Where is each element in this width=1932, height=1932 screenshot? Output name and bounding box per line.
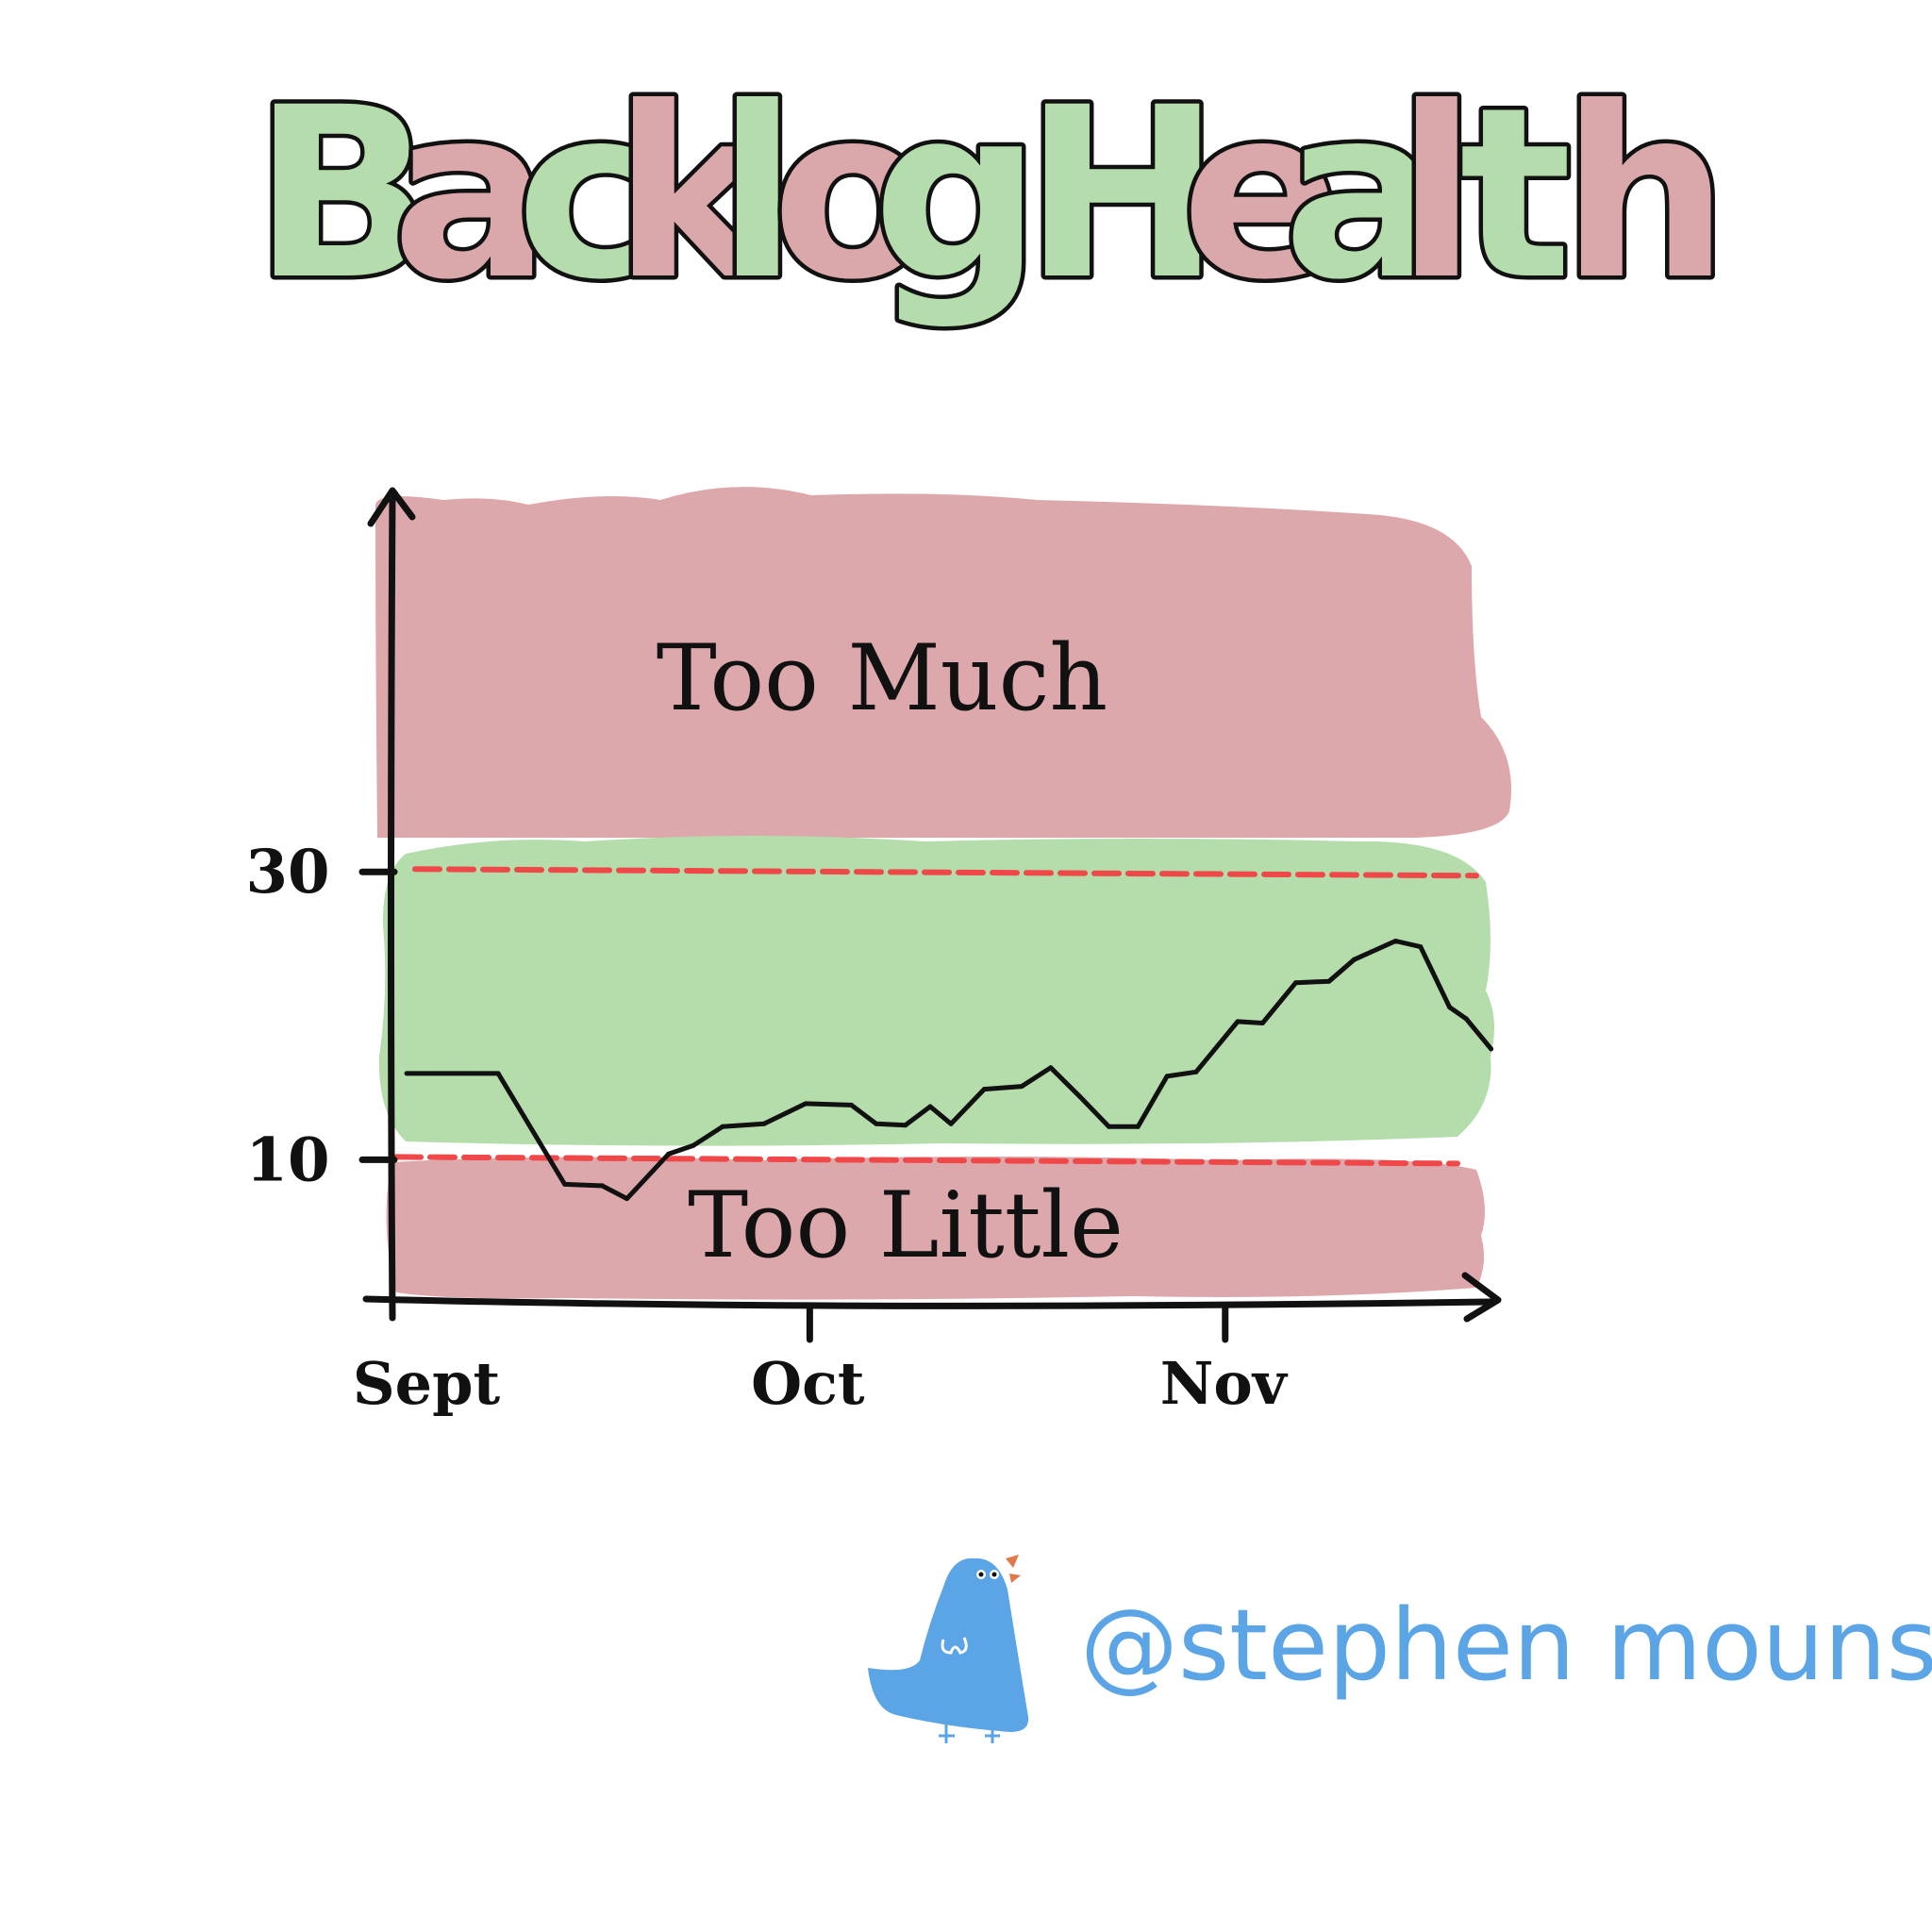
backlog-series [404, 939, 1494, 1202]
x-axis [362, 1295, 1494, 1309]
series-point [666, 1151, 672, 1157]
x-tick-label-sept: Sept [353, 1349, 501, 1418]
series-point [903, 1123, 908, 1128]
y-tick-label-30: 30 [245, 837, 329, 908]
series-point [1293, 980, 1299, 986]
title-letter: a [1283, 57, 1442, 331]
title-letter: h [1561, 57, 1729, 331]
series-point [848, 1102, 854, 1108]
title-letter: a [391, 57, 551, 331]
series-point [803, 1101, 808, 1107]
series-point [981, 1087, 987, 1092]
series-point [599, 1183, 605, 1189]
credit: @stephen mounsey [868, 1555, 1932, 1743]
title-letter: l [717, 57, 798, 331]
series-point [1351, 957, 1357, 962]
series-point [874, 1121, 879, 1126]
y-axis [388, 489, 396, 1322]
x-tick-label-oct: Oct [751, 1349, 865, 1418]
y-axis-arrowhead [367, 487, 416, 527]
title-letter: o [772, 57, 934, 331]
twitter-handle: @stephen mounsey [1080, 1588, 1932, 1703]
series-point [761, 1121, 767, 1126]
axes [362, 487, 1502, 1323]
title-letter: t [1459, 57, 1573, 331]
title-letter: B [253, 57, 433, 331]
too-little-label: Too Little [688, 1173, 1124, 1278]
series-point [1077, 1093, 1083, 1099]
threshold-line-10 [393, 1154, 1460, 1167]
too-much-label: Too Much [657, 625, 1108, 731]
title-letter: H [1024, 57, 1221, 331]
zone-bands [375, 487, 1511, 1300]
y-ticks: 10 30 [245, 837, 398, 1195]
threshold-line-30 [412, 866, 1479, 879]
series-point [1463, 1016, 1469, 1022]
y-tick-label-10: 10 [245, 1124, 329, 1195]
series-point [1235, 1019, 1241, 1024]
series-point [625, 1196, 630, 1202]
x-axis-arrowhead [1461, 1272, 1502, 1323]
series-point [404, 1071, 409, 1076]
too-little-zone [386, 1157, 1486, 1300]
title-letter: c [516, 57, 656, 331]
series-point [1392, 939, 1398, 943]
series-point [562, 1181, 568, 1187]
title-letter: l [1396, 57, 1477, 331]
series-point [720, 1124, 725, 1129]
series-point [1164, 1074, 1170, 1079]
series-point [1107, 1124, 1111, 1129]
series-point [691, 1142, 696, 1148]
title-letter: g [873, 57, 1041, 331]
series-point [1135, 1124, 1141, 1129]
x-tick-label-nov: Nov [1160, 1349, 1289, 1418]
healthy-zone [378, 836, 1494, 1146]
series-point [1447, 1005, 1453, 1010]
series-point [495, 1071, 501, 1076]
series-point [1259, 1021, 1265, 1025]
series-point [1193, 1069, 1199, 1074]
x-ticks: Sept Oct Nov [353, 1303, 1289, 1418]
series-point [1489, 1046, 1494, 1052]
series-point [948, 1121, 954, 1126]
title-letter: e [1181, 57, 1341, 331]
bird-icon [868, 1555, 1029, 1743]
series-point [1019, 1084, 1024, 1090]
title-letter: k [613, 57, 775, 331]
series-point [1048, 1065, 1054, 1071]
too-much-zone [375, 487, 1511, 838]
series-point [927, 1104, 933, 1109]
threshold-lines [393, 866, 1479, 1167]
series-point [1326, 978, 1332, 984]
series-point [1418, 944, 1424, 950]
